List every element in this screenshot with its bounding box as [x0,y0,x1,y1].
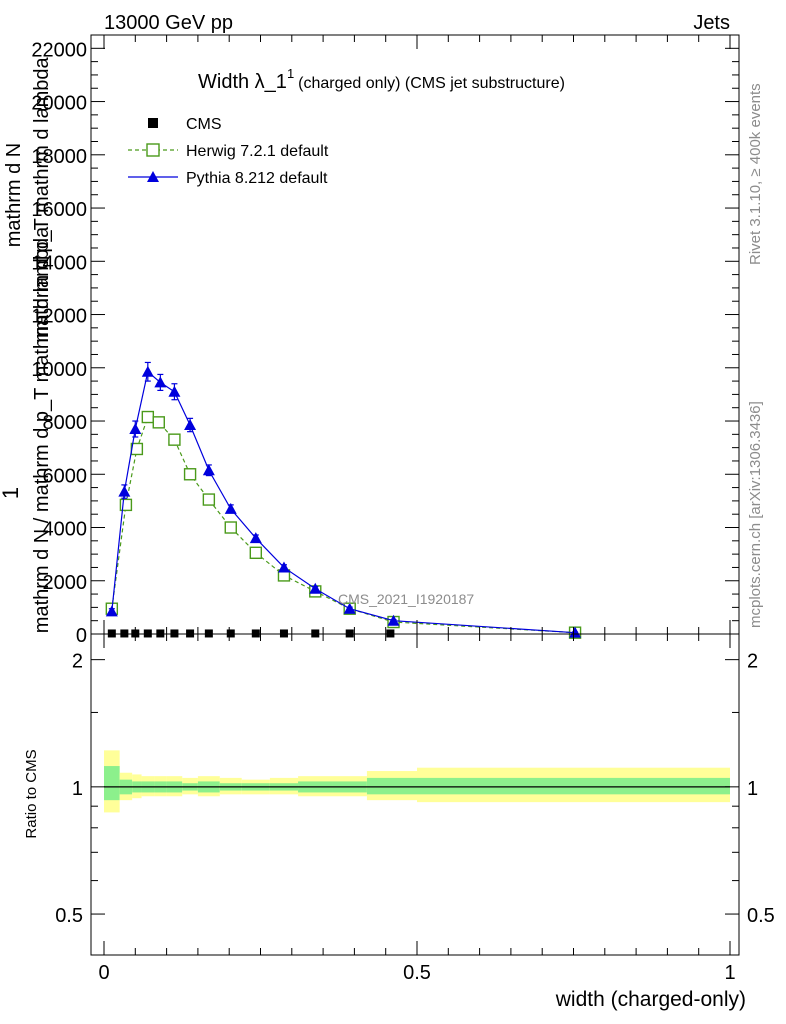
legend-herwig-marker [146,143,160,157]
pythia-data-point [168,385,181,397]
main-data-layer [105,361,582,639]
main-plot-panel: 0 2000 4000 6000 8000 10000 12000 14000 16000 180… [0,34,740,647]
main-y-tick-label: 4000 [43,519,88,541]
ratio-y-tick-label: 2 [72,651,83,673]
pythia-data-point [569,626,582,638]
cms-data-point [186,629,195,638]
main-y-tick-label: 14000 [31,252,87,274]
ratio-inner-band [104,766,120,801]
pythia-data-point [105,605,118,617]
ratio-inner-band [366,777,417,795]
plot-title-superscript: 1 [287,66,294,81]
y-label-line-3: mathrm d N [3,143,25,247]
herwig-data-point [202,493,216,506]
cms-data-point [143,629,152,638]
ratio-plot-panel: 0.5 0.51 12 2 0 0.5 1 Ratio to CMS width (cha… [23,633,775,1011]
main-y-tick-label: 10000 [31,359,87,381]
plot-title-main: Width λ_1 [198,71,287,93]
legend: CMS Herwig 7.2.1 default Pythia 8.212 de… [128,116,329,187]
cms-data-point [156,629,165,638]
main-y-tick-label: 22000 [31,39,87,61]
herwig-data-point [249,546,263,560]
pythia-data-point [129,423,142,435]
pythia-data-point [184,419,197,431]
cms-data-point [226,629,235,638]
main-x-axis-ticks [103,35,731,634]
main-y-tick-label: 0 [76,625,87,647]
cms-data-point [311,629,320,638]
main-y-tick-label: 20000 [31,93,87,115]
ratio-x-tick-label: 0.5 [403,962,431,984]
herwig-data-point [119,498,133,512]
pythia-data-point [343,602,356,614]
cms-data-point [251,629,260,638]
cms-data-point [120,629,129,638]
legend-cms-marker [148,118,158,128]
mcplots-site-label: mcplots.cern.ch [arXiv:1306.3436] [747,401,764,628]
main-y-tick-label: 18000 [31,146,87,168]
pythia-data-point [249,532,262,544]
main-y-axis: 0 2000 4000 6000 8000 10000 12000 14000 16000 180… [31,39,739,647]
ratio-y-axis: 0.5 0.5 1 1 2 2 [55,651,775,927]
cms-data-point [204,629,213,638]
cms-data-point [170,629,179,638]
ratio-x-axis: 0 0.5 1 [98,634,736,984]
pythia-data-point [118,485,131,497]
legend-cms-label: CMS [186,116,222,133]
ratio-y-tick-label: 0.5 [55,905,83,927]
ratio-y-tick-label-right: 1 [747,778,758,800]
ratio-y-tick-label: 1 [72,778,83,800]
herwig-data-point [141,410,155,424]
header-energy-label: 13000 GeV pp [104,12,233,34]
ratio-y-tick-label-right: 2 [747,651,758,673]
y-label-line-1: 1 [0,487,23,499]
ratio-x-tick-label: 0 [98,962,109,984]
legend-pythia-marker [147,171,159,182]
pythia-data-point [387,614,400,626]
plot-title: Width λ_11 (charged only) (CMS jet substr… [198,66,565,93]
main-y-axis-label: 1 mathrm d N / mathrm d p_T mathrm d lam… [0,56,53,633]
herwig-data-point [224,521,237,534]
legend-herwig-label: Herwig 7.2.1 default [186,143,329,160]
x-axis-label: width (charged-only) [555,988,746,1011]
main-y-tick-label: 16000 [31,199,87,221]
pythia-data-point [224,502,237,514]
pythia-data-point [202,464,215,476]
cms-data-point [386,629,395,638]
cms-data-point [107,629,116,638]
cms-data-point [345,629,354,638]
herwig-data-point [183,468,197,481]
ratio-inner-band [417,777,730,795]
ratio-y-tick-label-right: 0.5 [747,905,775,927]
main-y-tick-label: 6000 [43,465,88,487]
ratio-x-tick-label: 1 [724,962,735,984]
pythia-data-point [309,582,322,594]
main-y-tick-label: 2000 [43,572,88,594]
legend-pythia-label: Pythia 8.212 default [186,170,328,187]
ratio-band-layer [104,750,730,813]
analysis-id-watermark: CMS_2021_I1920187 [338,591,474,607]
herwig-data-point [168,433,181,446]
main-y-tick-label: 8000 [43,412,88,434]
header-process-label: Jets [693,12,730,34]
cms-data-point [279,629,288,638]
pythia-data-point [141,365,154,377]
rivet-version-label: Rivet 3.1.10, ≥ 400k events [747,83,764,265]
y-label-line-2: mathrm d N / mathrm d p_T mathrm d lambd… [31,226,53,633]
pythia-data-point [154,376,167,388]
ratio-plot-frame [90,633,740,956]
y-label-line-4: mathrm d p_T mathrm d lambda [31,56,53,342]
plot-title-subtitle: (charged only) (CMS jet substructure) [298,75,565,92]
herwig-data-point [152,416,165,429]
pythia-data-point [277,561,290,573]
main-y-tick-label: 12000 [31,306,87,328]
ratio-y-axis-label: Ratio to CMS [23,749,40,838]
